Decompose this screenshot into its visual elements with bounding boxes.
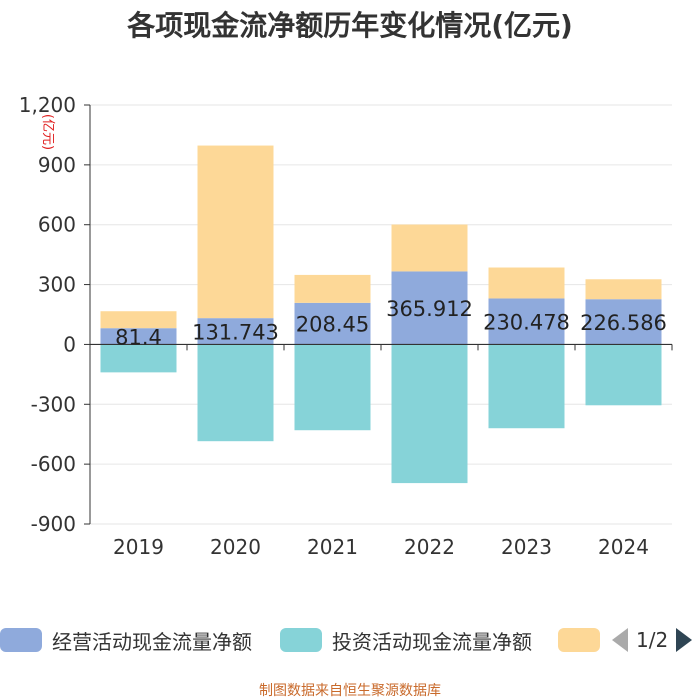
legend: 经营活动现金流量净额 投资活动现金流量净额 1/2: [0, 622, 700, 658]
bar-operating-2020: [197, 318, 274, 345]
legend-next-arrow-icon[interactable]: [676, 628, 693, 652]
bar-investing-2020: [197, 344, 274, 442]
bar-investing-2022: [391, 344, 468, 484]
legend-page-indicator: 1/2: [636, 628, 669, 652]
y-tick-label: 900: [38, 153, 76, 177]
y-tick-label: -300: [31, 392, 76, 416]
y-axis-unit-label: (亿元): [40, 114, 55, 150]
bar-financing-2021: [294, 274, 371, 303]
y-tick-label: -900: [31, 512, 76, 536]
y-tick-label: 0: [63, 332, 76, 356]
legend-pager: 1/2: [612, 622, 693, 658]
source-footer: 制图数据来自恒生聚源数据库: [259, 683, 441, 699]
legend-label-investing: 投资活动现金流量净额: [332, 629, 532, 654]
bar-operating-2021: [294, 302, 371, 345]
bar-financing-2022: [391, 224, 468, 272]
bar-investing-2021: [294, 344, 371, 431]
x-tick-label: 2024: [598, 535, 649, 559]
chart-svg: -900 -600 -300 0 300 600 900 1,200(亿元) 2019 2020 2…: [19, 93, 673, 559]
data-label-operating: 208.45: [296, 313, 369, 337]
x-tick-label: 2019: [113, 535, 164, 559]
y-tick-label: 600: [38, 213, 76, 237]
legend-swatch-operating: [0, 628, 42, 652]
legend-item-investing[interactable]: 投资活动现金流量净额: [280, 622, 532, 658]
legend-item-financing[interactable]: [558, 622, 600, 658]
legend-item-operating[interactable]: 经营活动现金流量净额: [0, 622, 252, 658]
bar-investing-2023: [488, 344, 565, 429]
data-label-operating: 81.4: [115, 325, 162, 349]
bar-financing-2020: [197, 145, 274, 319]
legend-swatch-financing: [558, 628, 600, 652]
bar-financing-2024: [585, 279, 662, 300]
bar-operating-2022: [391, 271, 468, 345]
chart-title: 各项现金流净额历年变化情况(亿元): [127, 9, 573, 42]
legend-prev-arrow-icon[interactable]: [612, 628, 628, 652]
x-tick-label: 2021: [307, 535, 358, 559]
bar-financing-2019: [100, 311, 177, 329]
data-label-operating: 230.478: [483, 310, 570, 334]
y-tick-label: 300: [38, 273, 76, 297]
x-tick-label: 2023: [501, 535, 552, 559]
y-tick-label: -600: [31, 452, 76, 476]
bar-operating-2023: [488, 298, 565, 345]
legend-label-operating: 经营活动现金流量净额: [52, 629, 252, 654]
bar-operating-2024: [585, 299, 662, 345]
bar-investing-2024: [585, 344, 662, 406]
bar-financing-2023: [488, 267, 565, 299]
y-tick-label: 1,200: [19, 93, 76, 117]
x-tick-label: 2022: [404, 535, 455, 559]
data-label-operating: 226.586: [580, 311, 667, 335]
bar-operating-2019: [100, 328, 177, 345]
bar-investing-2019: [100, 344, 177, 373]
data-label-operating: 131.743: [192, 320, 279, 344]
data-label-operating: 365.912: [386, 297, 473, 321]
legend-swatch-investing: [280, 628, 322, 652]
x-tick-label: 2020: [210, 535, 261, 559]
